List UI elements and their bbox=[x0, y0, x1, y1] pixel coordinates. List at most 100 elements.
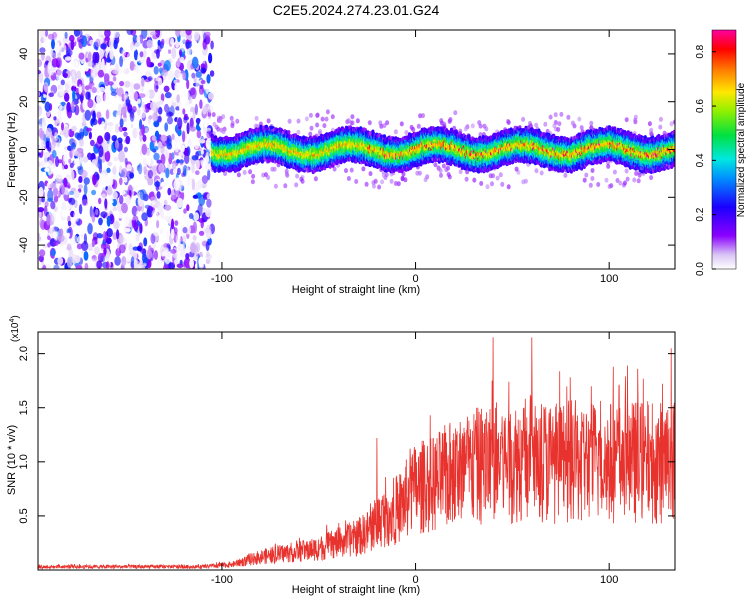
heatmap-cell bbox=[167, 177, 174, 189]
heatmap-cell bbox=[313, 176, 318, 182]
heatmap-cell bbox=[186, 185, 190, 196]
heatmap-cell bbox=[201, 175, 208, 184]
heatmap-cell bbox=[521, 116, 526, 122]
heatmap-cell bbox=[136, 98, 141, 104]
heatmap-cell bbox=[155, 101, 160, 109]
heatmap-cell bbox=[349, 167, 354, 173]
heatmap-cell bbox=[624, 168, 629, 174]
heatmap-cell bbox=[133, 83, 141, 90]
heatmap-cell bbox=[151, 135, 157, 141]
heatmap-cell bbox=[51, 212, 56, 223]
heatmap-cell bbox=[81, 35, 88, 48]
heatmap-cell bbox=[117, 95, 122, 101]
heatmap-cell bbox=[181, 144, 185, 153]
heatmap-cell bbox=[142, 134, 147, 142]
heatmap-cell bbox=[107, 161, 113, 166]
heatmap-cell bbox=[87, 243, 94, 252]
heatmap-cell bbox=[124, 157, 128, 165]
heatmap-cell bbox=[150, 196, 158, 202]
heatmap-cell bbox=[606, 163, 611, 169]
heatmap-cell bbox=[71, 125, 77, 132]
heatmap-cell bbox=[44, 30, 49, 37]
heatmap-cell bbox=[182, 91, 190, 100]
heatmap-cell bbox=[315, 122, 320, 128]
heatmap-cell bbox=[163, 85, 170, 93]
heatmap-cell bbox=[74, 132, 81, 139]
heatmap-cell bbox=[128, 108, 135, 115]
heatmap-cell bbox=[91, 84, 98, 97]
heatmap-cell bbox=[216, 126, 221, 132]
heatmap-cell bbox=[64, 31, 68, 39]
heatmap-cell bbox=[191, 72, 196, 79]
heatmap-cell bbox=[208, 52, 213, 64]
heatmap-cell bbox=[160, 93, 165, 102]
heatmap-cell bbox=[126, 52, 134, 61]
heatmap-cell bbox=[63, 92, 70, 103]
heatmap-cell bbox=[165, 111, 173, 118]
heatmap-cell bbox=[147, 176, 154, 186]
heatmap-cell bbox=[119, 118, 124, 128]
heatmap-cell bbox=[196, 130, 202, 139]
heatmap-cell bbox=[194, 31, 200, 41]
heatmap-cell bbox=[84, 85, 90, 91]
heatmap-cell bbox=[98, 48, 105, 59]
heatmap-cell bbox=[463, 126, 468, 132]
heatmap-cell bbox=[66, 101, 71, 113]
heatmap-cell bbox=[195, 117, 201, 125]
heatmap-cell bbox=[140, 107, 146, 119]
heatmap-cell bbox=[78, 176, 83, 183]
heatmap-cell bbox=[45, 140, 50, 149]
heatmap-cell bbox=[200, 149, 204, 155]
heatmap-cell bbox=[415, 170, 420, 176]
heatmap-cell bbox=[185, 30, 192, 36]
heatmap-cell bbox=[91, 159, 97, 165]
heatmap-cell bbox=[364, 181, 369, 187]
heatmap-cell bbox=[55, 156, 59, 168]
heatmap-cell bbox=[235, 118, 240, 124]
heatmap-cell bbox=[384, 172, 389, 178]
heatmap-cell bbox=[106, 228, 113, 238]
heatmap-cell bbox=[229, 115, 234, 121]
heatmap-cell bbox=[74, 104, 80, 116]
heatmap-cell bbox=[596, 182, 601, 187]
heatmap-cell bbox=[40, 161, 47, 166]
heatmap-cell bbox=[625, 176, 630, 182]
heatmap-cell bbox=[295, 173, 300, 179]
heatmap-cell bbox=[73, 190, 80, 199]
heatmap-cell bbox=[96, 111, 102, 119]
heatmap-cell bbox=[124, 80, 131, 88]
heatmap-cell bbox=[195, 92, 202, 100]
heatmap-cell bbox=[156, 220, 160, 229]
heatmap-cell bbox=[41, 139, 46, 150]
heatmap-cell bbox=[205, 208, 212, 218]
heatmap-cell bbox=[389, 178, 394, 184]
heatmap-cell bbox=[204, 155, 210, 163]
heatmap-cell bbox=[112, 69, 119, 75]
heatmap-cell bbox=[78, 184, 84, 189]
heatmap-cell bbox=[195, 242, 201, 253]
heatmap-cell bbox=[103, 92, 110, 104]
heatmap-cell bbox=[126, 252, 131, 262]
heatmap-cell bbox=[204, 31, 211, 38]
heatmap-cell bbox=[69, 162, 74, 169]
heatmap-cell bbox=[453, 110, 458, 116]
heatmap-cell bbox=[198, 139, 206, 144]
heatmap-cell bbox=[60, 43, 67, 53]
heatmap-cell bbox=[157, 62, 162, 67]
heatmap-cell bbox=[62, 36, 70, 44]
heatmap-cell bbox=[100, 173, 107, 186]
heatmap-cell bbox=[186, 247, 190, 254]
heatmap-cell bbox=[119, 190, 126, 195]
heatmap-cell bbox=[157, 202, 164, 214]
heatmap-cell bbox=[109, 49, 114, 60]
heatmap-cell bbox=[153, 146, 159, 151]
heatmap-cell bbox=[92, 174, 97, 186]
heatmap-cell bbox=[176, 94, 180, 103]
heatmap-cell bbox=[132, 91, 139, 101]
heatmap-cell bbox=[425, 174, 430, 180]
heatmap-cell bbox=[55, 209, 62, 214]
heatmap-cell bbox=[81, 199, 89, 207]
heatmap-cell bbox=[171, 47, 177, 59]
heatmap-cell bbox=[109, 176, 114, 186]
heatmap-cell bbox=[72, 89, 76, 102]
